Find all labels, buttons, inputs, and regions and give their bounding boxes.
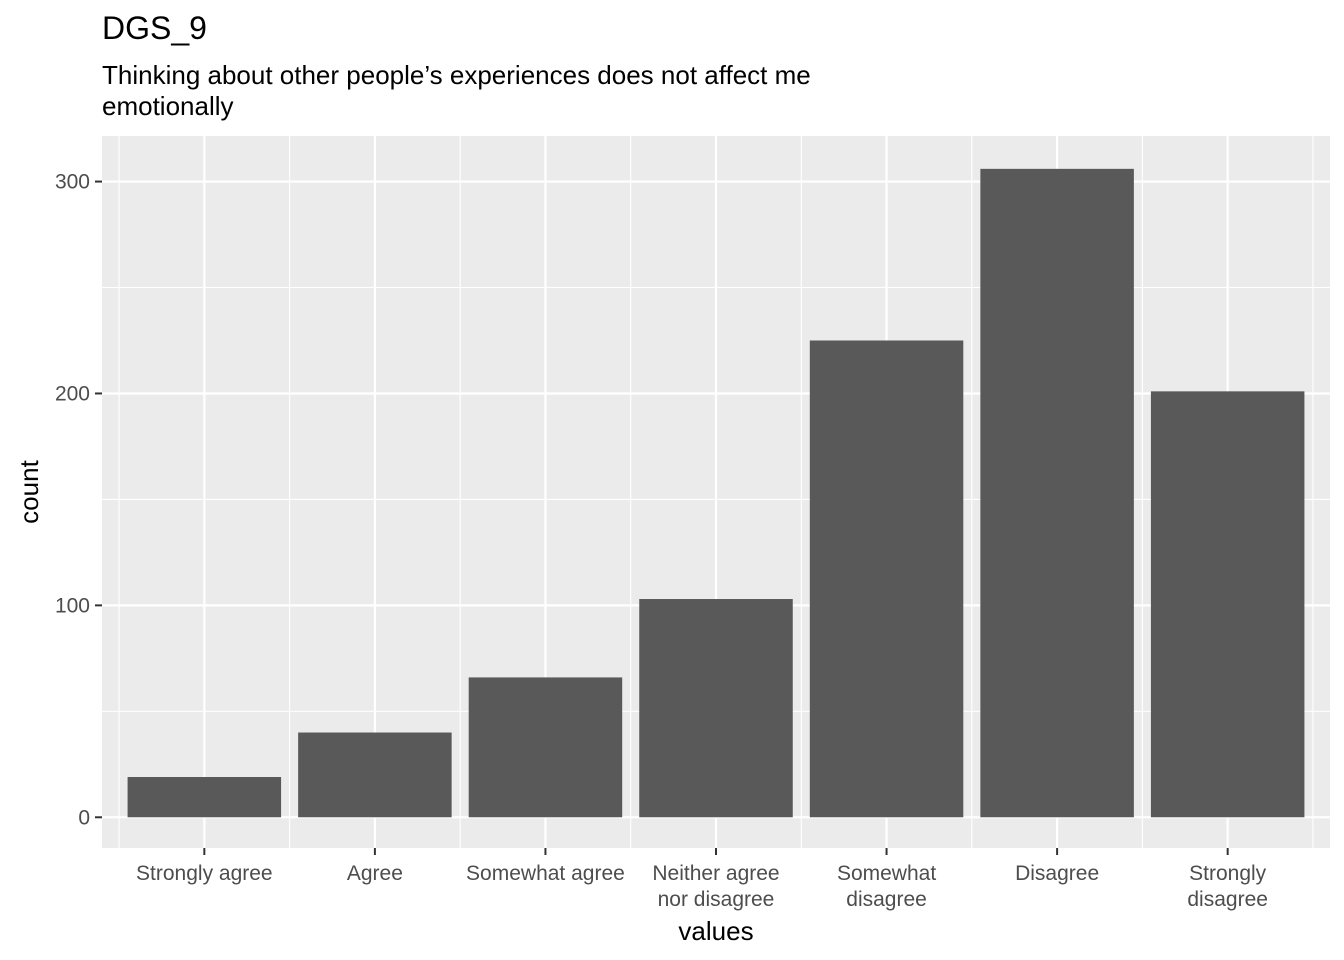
- x-tick-label: Somewhat agree: [466, 862, 625, 885]
- x-tick-label: Strongly agree: [136, 862, 273, 885]
- x-tick-label: disagree: [846, 888, 927, 911]
- bar: [127, 777, 282, 818]
- y-tick-label: 200: [55, 382, 90, 405]
- x-tick-label: Somewhat: [837, 862, 936, 885]
- x-axis-title: values: [678, 916, 753, 946]
- y-axis: 0 100 200 300: [55, 171, 102, 829]
- bar: [639, 599, 793, 818]
- x-tick-label: Strongly: [1189, 862, 1267, 885]
- y-tick-label: 300: [55, 171, 90, 194]
- x-tick-label: Agree: [347, 862, 403, 885]
- bar: [468, 677, 623, 818]
- chart-subtitle-line-1: Thinking about other people’s experience…: [102, 60, 811, 90]
- y-tick-label: 0: [78, 806, 90, 829]
- y-tick-label: 100: [55, 594, 90, 617]
- bar: [298, 732, 452, 818]
- y-axis-title: count: [14, 459, 44, 523]
- x-axis: Strongly agree Agree Somewhat agree Neither…: [136, 848, 1268, 911]
- x-tick-label: disagree: [1187, 888, 1268, 911]
- bar: [980, 168, 1134, 818]
- x-tick-label: nor disagree: [658, 888, 775, 911]
- chart-subtitle: Thinking about other people’s experience…: [102, 60, 1002, 122]
- chart-subtitle-line-2: emotionally: [102, 91, 234, 121]
- bars: [127, 168, 1305, 818]
- x-tick-label: Neither agree: [652, 862, 779, 885]
- chart-title: DGS_9: [102, 10, 207, 46]
- x-tick-label: Disagree: [1015, 862, 1099, 885]
- bar: [809, 340, 964, 818]
- bar: [1150, 391, 1305, 818]
